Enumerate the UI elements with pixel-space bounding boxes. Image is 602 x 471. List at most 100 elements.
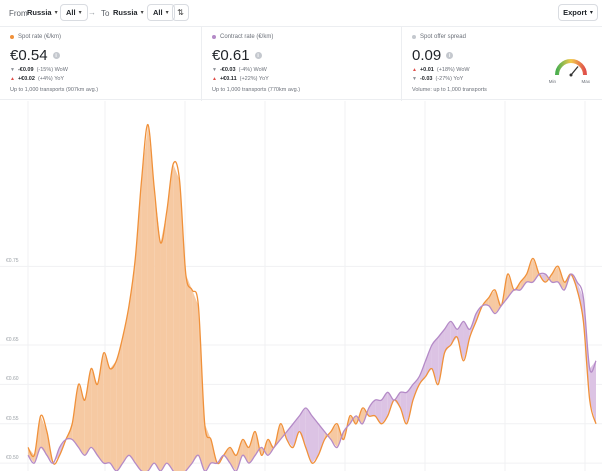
info-icon[interactable]: i [52, 52, 60, 59]
to-label: To [101, 9, 110, 18]
spread-area-segment [236, 439, 243, 471]
gauge-needle [570, 66, 579, 76]
spread-area-segment [160, 211, 167, 471]
spread-area-segment [110, 360, 117, 471]
arrow-up-icon: ▲ [212, 76, 217, 82]
spread-area-segment [318, 423, 325, 456]
spread-area-segment [91, 368, 98, 456]
chevron-down-icon: ▾ [140, 10, 144, 16]
to-country-select[interactable]: Russia ▾ [113, 5, 144, 20]
spread-area-segment [457, 321, 464, 361]
spread-area-segment [305, 408, 312, 464]
spread-area-segment [438, 329, 445, 385]
spread-area-segment [103, 352, 111, 464]
to-country-value: Russia [113, 8, 138, 17]
spread-legend-dot [412, 35, 416, 39]
spread-area-segment [248, 431, 256, 464]
spread-area-segment [84, 368, 92, 456]
from-country-value: Russia [27, 8, 52, 17]
spread-area-segment [406, 384, 413, 424]
arrow-down-icon: ▼ [412, 76, 417, 82]
gauge-hub [569, 73, 573, 77]
from-country-select[interactable]: Russia ▾ [27, 5, 58, 20]
spot-offer-spread-card: Spot offer spread 0.09 i ▲ +0.01 (+18%) WoW… [401, 27, 602, 101]
y-tick-label: €0.65 [6, 337, 19, 344]
spread-area-segment [507, 274, 514, 298]
spread-area-segment [532, 258, 540, 283]
spread-area-segment [337, 423, 344, 448]
spread-area-segment [356, 408, 363, 424]
spread-area-segment [128, 258, 136, 464]
card-title: Contract rate (€/km) [220, 34, 274, 40]
spread-area-segment [267, 439, 275, 456]
wow-pct: (-15%) WoW [36, 67, 68, 73]
spot-rate-card: Spot rate (€/km) €0.54 i ▼ -€0.09 (-15%) Wo… [0, 27, 201, 101]
spread-area-segment [312, 415, 319, 464]
metric-cards: Spot rate (€/km) €0.54 i ▼ -€0.09 (-15%) Wo… [0, 26, 602, 101]
spread-area-segment [147, 124, 155, 471]
rate-chart-svg [0, 101, 602, 471]
export-label: Export [563, 8, 587, 17]
spot-legend-dot [10, 35, 14, 39]
info-icon[interactable]: i [254, 52, 262, 59]
card-footer: Up to 1,000 transports (907km avg.) [10, 87, 99, 93]
spread-area-segment [135, 179, 142, 471]
swap-button[interactable]: ⇅ [172, 4, 189, 21]
spread-gauge [555, 59, 587, 77]
card-title: Spot offer spread [420, 34, 466, 40]
yoy-pct: (+22%) YoY [239, 76, 269, 82]
chart-areas [28, 124, 596, 471]
chevron-down-icon: ▾ [78, 10, 82, 16]
chevron-down-icon: ▾ [165, 10, 169, 16]
spread-area-segment [381, 392, 388, 424]
spread-area-segment [551, 266, 559, 283]
from-type-value: All [66, 8, 76, 17]
spread-area-segment [223, 447, 230, 464]
spread-area-segment [526, 258, 533, 283]
wow-pct: (+18%) WoW [436, 67, 470, 73]
card-value: €0.54 [10, 47, 48, 64]
filter-bar: From Russia ▾ All ▾ → To Russia ▾ All ▾ … [0, 0, 602, 26]
spread-area-segment [463, 321, 470, 361]
yoy-value: +€0.02 [17, 76, 35, 82]
spread-area-segment [185, 274, 193, 471]
arrow-right-icon: → [88, 8, 96, 17]
yoy-value: +€0.11 [219, 76, 237, 82]
spread-area-segment [78, 384, 85, 456]
gauge-arc [555, 59, 587, 76]
chart-lines [27, 123, 597, 471]
spread-area-segment [488, 289, 496, 314]
to-type-value: All [153, 8, 163, 17]
spread-area-segment [255, 431, 262, 456]
wow-pct: (-4%) WoW [238, 67, 267, 73]
spread-area-segment [299, 408, 306, 448]
rate-chart: €0.75 €0.65 €0.60 €0.55 €0.50 [0, 101, 602, 471]
wow-value: -€0.03 [219, 67, 236, 73]
export-button[interactable]: Export ▾ [558, 4, 598, 21]
spread-area-segment [122, 305, 129, 464]
y-tick-label: €0.50 [6, 455, 19, 462]
contract-rate-line [27, 272, 597, 471]
wow-value: -€0.09 [17, 67, 34, 73]
spread-area-segment [368, 400, 376, 416]
card-value: €0.61 [212, 47, 250, 64]
yoy-pct: (-27%) YoY [435, 76, 464, 82]
spread-area-segment [40, 415, 47, 456]
spread-area-segment [72, 384, 79, 448]
spread-area-segment [141, 124, 148, 471]
contract-legend-dot [212, 35, 216, 39]
wow-value: +0.01 [419, 67, 434, 73]
spread-area-segment [558, 266, 565, 290]
spread-area-segment [400, 392, 407, 424]
spread-area-segment [166, 163, 174, 471]
info-icon[interactable]: i [446, 52, 454, 59]
from-type-select[interactable]: All ▾ [60, 4, 88, 21]
spread-area-segment [444, 321, 451, 353]
chevron-down-icon: ▾ [589, 10, 593, 16]
card-footer: Volume: up to 1,000 transports [412, 87, 487, 93]
yoy-pct: (+4%) YoY [37, 76, 65, 82]
card-value: 0.09 [412, 47, 442, 64]
to-type-select[interactable]: All ▾ [147, 4, 175, 21]
spread-area-segment [589, 360, 596, 424]
arrow-down-icon: ▼ [10, 67, 15, 73]
